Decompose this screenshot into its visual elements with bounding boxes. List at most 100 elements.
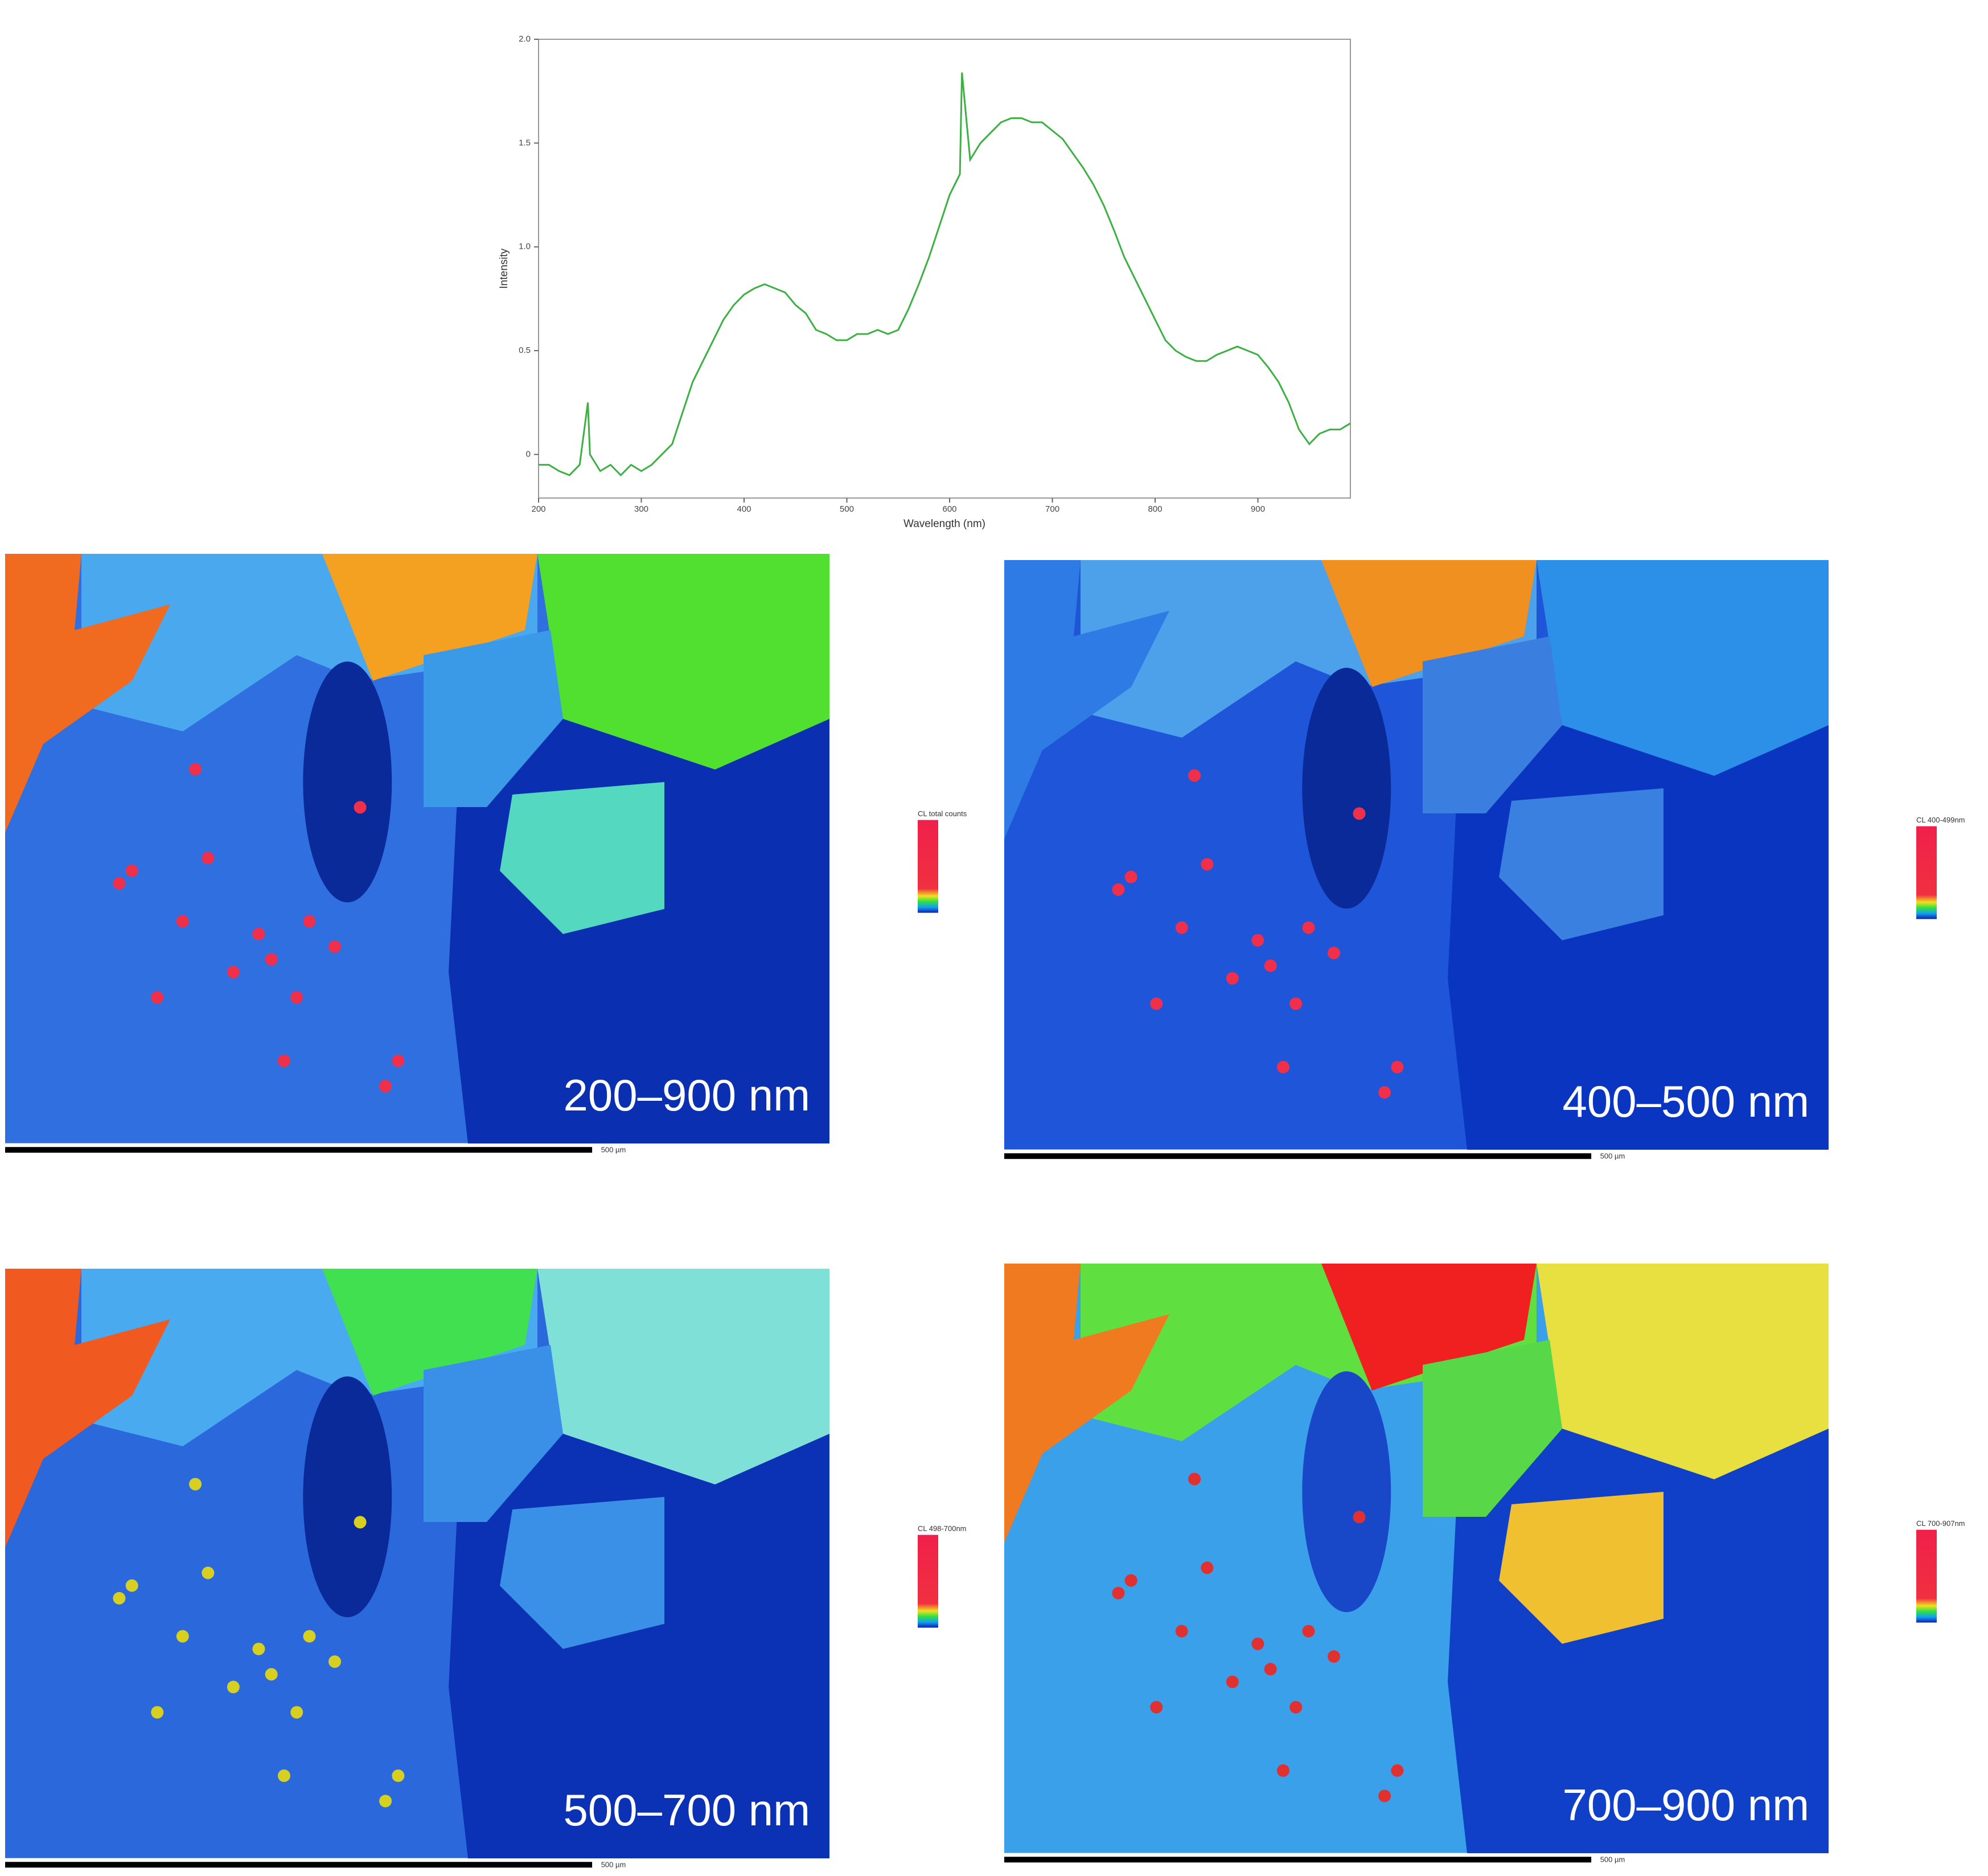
map-grain [392,1769,405,1782]
map-grain [379,1795,392,1808]
scale-bar [1004,1857,1592,1863]
map-grain [189,763,202,776]
colorbar-title: CL 498-700nm [918,1524,967,1533]
map-region [1302,668,1391,909]
map-grain [1264,1663,1277,1676]
map-region [1423,1340,1562,1517]
y-tick-label: 1.5 [519,138,531,147]
map-grain [354,1516,367,1529]
map-region [1321,1264,1537,1390]
map-grain [1226,972,1239,985]
colorbar-title: CL total counts [918,809,967,818]
map-region [303,1376,392,1618]
map-grain [1378,1086,1391,1099]
map-grain [379,1080,392,1093]
map-grain [1378,1789,1391,1803]
map-grain [265,1668,278,1681]
map-grain [1328,1650,1341,1663]
map-grain [202,851,215,865]
map-grain [1328,947,1341,960]
map-grain [113,877,126,890]
map-grain [265,953,278,966]
colorbar [1916,1529,1937,1623]
map-grain [392,1054,405,1067]
scale-bar-label: 500 µm [601,1146,626,1154]
map-region [1321,560,1537,687]
map-grain [290,1706,303,1719]
colorbar-title: CL 700-907nm [1916,1519,1965,1528]
y-tick-label: 1.0 [519,242,531,252]
map-grain [1188,1472,1201,1486]
map-grain [1112,1587,1125,1600]
map-grain [303,915,316,928]
map-grain [176,915,189,928]
map-grain [1175,1624,1188,1638]
colorbar [918,1534,938,1628]
x-tick-label: 800 [1148,504,1163,514]
panel-label: 400–500 nm [1562,1076,1809,1126]
map-grain [113,1592,126,1605]
map-grain [151,1706,164,1719]
map-grain [303,1630,316,1643]
map-grain [1391,1060,1404,1073]
x-axis-label: Wavelength (nm) [903,518,985,530]
map-grain [277,1769,290,1782]
map-region [303,661,392,903]
map-grain [1353,807,1366,820]
scale-bar [5,1862,593,1868]
colorbar [1916,826,1937,919]
y-tick-label: 2.0 [519,34,531,44]
map-grain [1150,1701,1163,1714]
map-grain [1302,1624,1315,1638]
cl-map: 400–500 nm 500 µm [1004,560,1829,1161]
map-grain [1251,1638,1264,1651]
colorbar [918,820,938,913]
x-tick-label: 500 [840,504,854,514]
y-axis-label: Intensity [498,248,510,289]
spectrum-line [539,72,1351,477]
map-grain [202,1566,215,1579]
map-region [500,1497,664,1649]
x-tick-label: 300 [634,504,648,514]
map-region [1004,1264,1169,1542]
map-grain [1175,921,1188,934]
map-grain [1302,921,1315,934]
map-grain [328,1655,342,1668]
scale-bar-label: 500 µm [1600,1152,1625,1161]
cl-map: 500–700 nm 500 µm [5,1269,829,1869]
x-tick-label: 900 [1251,504,1265,514]
map-region [1302,1371,1391,1612]
map-region [424,1345,563,1522]
scale-bar-label: 500 µm [1600,1856,1625,1864]
map-region [1423,636,1562,813]
map-grain [1201,1561,1214,1574]
x-tick-label: 400 [737,504,751,514]
scale-bar [5,1147,593,1153]
map-region [500,782,664,934]
map-grain [189,1478,202,1491]
map-region [537,1269,829,1484]
map-grain [151,991,164,1004]
cl-map: 700–900 nm 500 µm [1004,1264,1829,1864]
map-region [537,554,829,770]
panel-label: 200–900 nm [563,1070,810,1120]
x-tick-label: 200 [531,504,545,514]
y-tick-label: 0 [526,449,531,459]
map-grain [328,940,342,953]
x-tick-label: 700 [1045,504,1059,514]
cl-map: 200–900 nm 500 µm [5,554,829,1154]
map-grain [125,1579,138,1592]
map-grain [1201,858,1214,871]
panel-label: 700–900 nm [1562,1780,1809,1830]
map-grain [227,965,240,978]
map-grain [1226,1675,1239,1688]
map-grain [1276,1060,1289,1073]
map-grain [354,801,367,814]
map-grain [125,864,138,877]
plot-frame [538,39,1351,499]
map-region [1499,1492,1663,1644]
map-region [424,630,563,807]
map-grain [1353,1511,1366,1524]
